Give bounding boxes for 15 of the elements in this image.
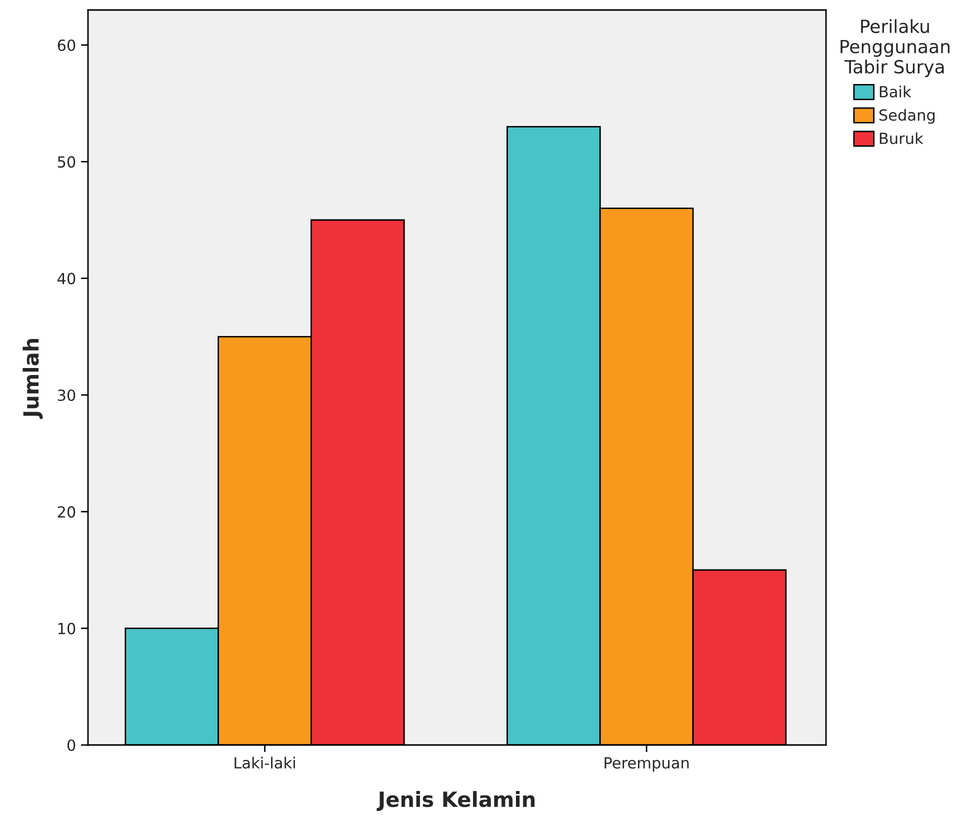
x-tick-label: Perempuan — [604, 757, 689, 772]
x-tick-label: Laki-laki — [234, 756, 295, 769]
y-tick-label: 60 — [58, 39, 76, 52]
y-tick-label: 10 — [58, 622, 76, 634]
y-tick-label: 30 — [58, 389, 76, 402]
legend-label: Baik — [880, 86, 912, 98]
legend-label: Buruk — [880, 132, 924, 144]
y-tick-label: 20 — [58, 506, 76, 518]
y-tick-label: 50 — [58, 156, 76, 168]
legend-label: Sedang — [879, 108, 935, 124]
y-tick-label: 0 — [67, 739, 76, 752]
legend-title: Perilaku Penggunaan Tabir Surya — [840, 19, 950, 78]
x-axis-title: Jenis Kelamin — [376, 791, 535, 812]
y-axis-title: Jumlah — [22, 338, 43, 419]
y-tick-label: 40 — [58, 272, 76, 284]
